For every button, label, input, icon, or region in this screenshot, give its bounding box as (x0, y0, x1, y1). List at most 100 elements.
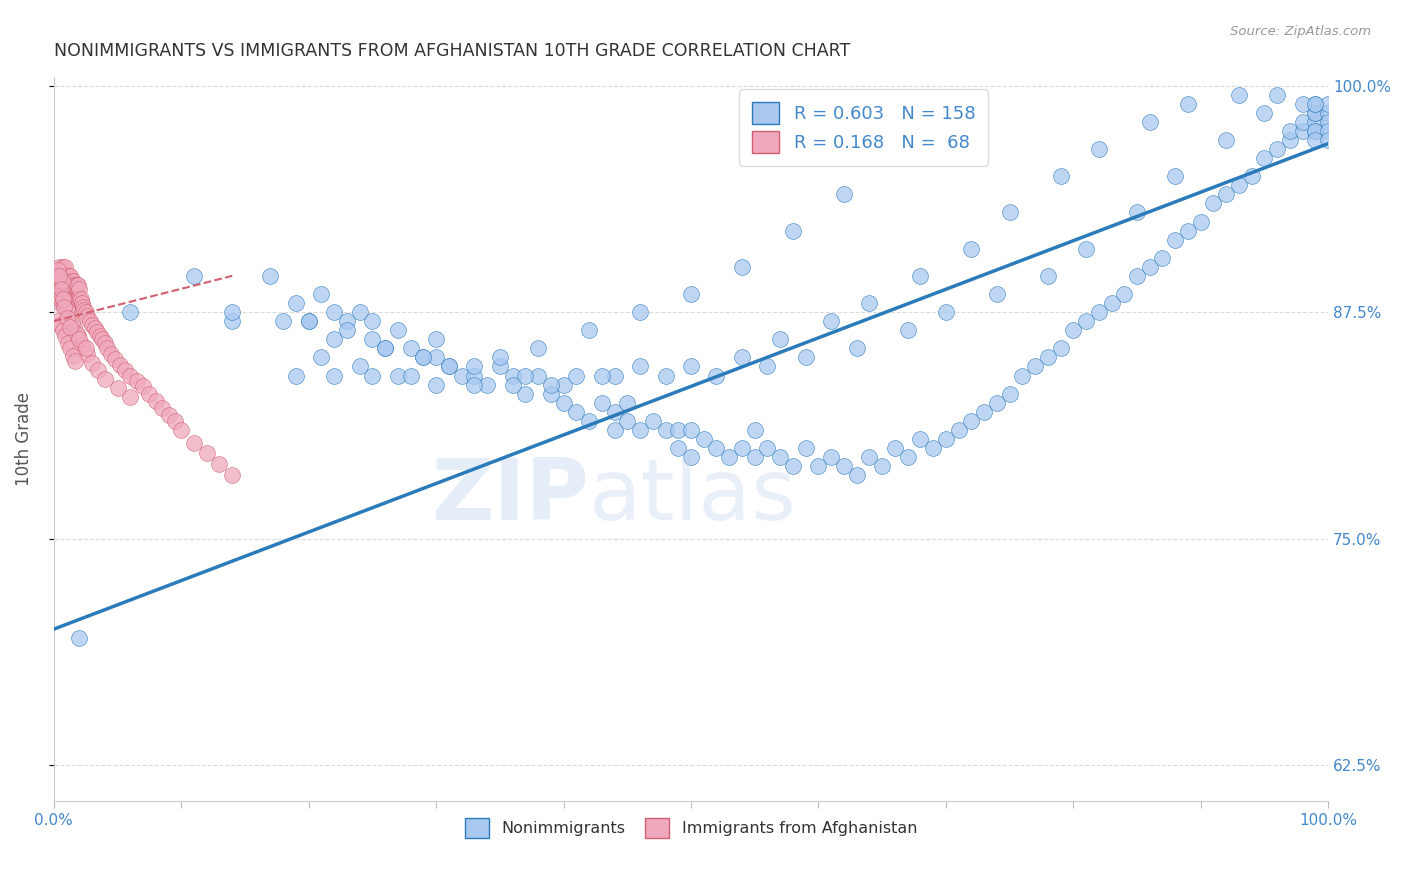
Point (387, 323, 409, 337)
Point (1087, 142, 1109, 156)
Point (107, 381, 129, 395)
Point (1215, 187, 1237, 202)
Point (46, 263, 69, 277)
Point (48, 274, 70, 288)
Point (46, 268, 69, 283)
Point (935, 305, 957, 319)
Point (60, 287, 83, 301)
Point (150, 401, 173, 416)
Point (83, 321, 105, 335)
Point (858, 296, 880, 310)
Point (1114, 287, 1136, 301)
Point (527, 342, 550, 356)
Point (628, 359, 651, 374)
Point (55, 301, 77, 316)
Point (67, 277, 90, 292)
Point (603, 423, 626, 437)
Point (679, 287, 702, 301)
Point (298, 314, 321, 328)
Text: ZIP: ZIP (432, 456, 589, 539)
Point (49, 318, 72, 332)
Point (883, 441, 905, 455)
Point (53, 268, 76, 283)
Point (52, 260, 75, 274)
Point (679, 423, 702, 437)
Point (1305, 105, 1327, 120)
Point (540, 386, 562, 401)
Point (67, 293, 90, 307)
Point (65, 277, 87, 292)
Point (1101, 296, 1123, 310)
Point (374, 342, 396, 356)
Point (100, 347, 122, 361)
Point (1265, 87, 1288, 102)
Point (52, 293, 75, 307)
Point (336, 323, 359, 337)
Point (565, 405, 588, 419)
Point (540, 377, 562, 392)
Point (51, 281, 73, 295)
Point (769, 450, 792, 464)
Point (578, 414, 600, 428)
Point (565, 368, 588, 383)
Point (361, 368, 384, 383)
Point (51, 274, 73, 288)
Point (1240, 169, 1263, 184)
Point (706, 441, 728, 455)
Point (46, 281, 69, 295)
Point (79, 314, 101, 328)
Point (323, 305, 346, 319)
Point (1152, 251, 1174, 265)
Point (48, 268, 70, 283)
Point (437, 359, 460, 374)
Point (475, 377, 498, 392)
Point (51, 293, 73, 307)
Point (832, 187, 855, 202)
Point (591, 395, 613, 409)
Point (195, 446, 218, 460)
Point (120, 305, 142, 319)
Point (49, 268, 72, 283)
Point (489, 359, 512, 374)
Point (1202, 196, 1225, 211)
Point (1049, 342, 1071, 356)
Point (53, 268, 76, 283)
Point (46, 314, 69, 328)
Point (578, 323, 600, 337)
Point (1164, 169, 1187, 184)
Point (1305, 105, 1327, 120)
Point (960, 242, 983, 256)
Point (63, 319, 86, 334)
Point (1265, 142, 1288, 156)
Point (53, 328, 76, 343)
Point (616, 395, 638, 409)
Point (502, 377, 524, 392)
Point (125, 374, 148, 388)
Point (60, 274, 83, 288)
Point (67, 293, 90, 307)
Point (66, 326, 89, 341)
Point (1317, 96, 1340, 111)
Point (91, 332, 114, 346)
Point (935, 432, 957, 446)
Point (52, 293, 75, 307)
Point (922, 441, 945, 455)
Point (52, 293, 75, 307)
Point (1126, 205, 1149, 219)
Point (1074, 242, 1097, 256)
Point (399, 342, 422, 356)
Point (56, 287, 79, 301)
Point (45, 277, 67, 292)
Point (67, 631, 90, 645)
Point (298, 314, 321, 328)
Point (948, 423, 970, 437)
Point (412, 351, 434, 365)
Point (271, 314, 294, 328)
Point (1253, 151, 1275, 165)
Point (72, 300, 94, 314)
Point (832, 459, 855, 474)
Point (86, 325, 108, 339)
Point (1024, 359, 1046, 374)
Point (1278, 124, 1301, 138)
Point (463, 368, 485, 383)
